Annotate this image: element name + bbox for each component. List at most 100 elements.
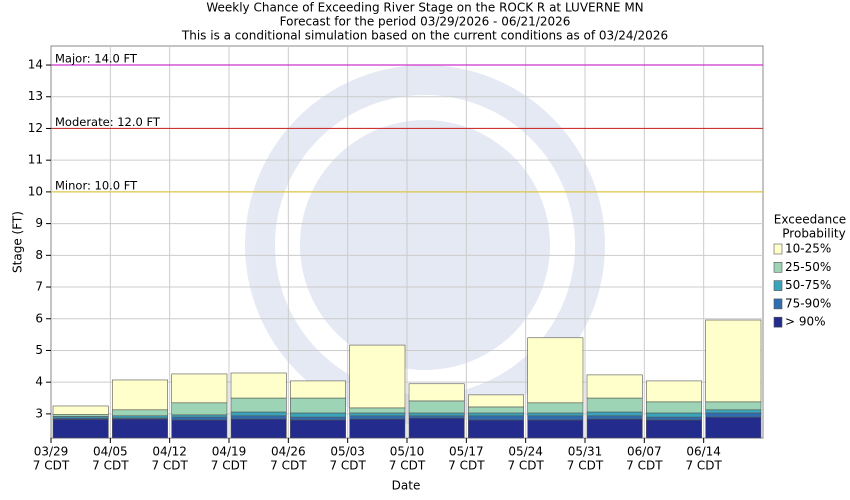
y-tick-label: 11 — [28, 153, 43, 167]
y-tick-label: 6 — [35, 311, 43, 325]
bar-segment — [230, 397, 287, 413]
y-tick-label: 9 — [35, 216, 43, 230]
legend-swatch — [773, 261, 783, 273]
bar-segment — [408, 383, 465, 402]
bar-segment — [527, 337, 584, 404]
y-tick-label: 3 — [35, 406, 43, 420]
legend-label: 10-25% — [785, 242, 831, 256]
bar-segment — [112, 379, 168, 411]
bar-segment — [290, 416, 346, 421]
x-tick-label: 7 CDT — [329, 459, 366, 473]
threshold-label: Moderate: 12.0 FT — [55, 115, 161, 129]
x-tick-label: 04/12 — [152, 445, 187, 459]
bar-segment — [646, 419, 702, 439]
bar-segment — [52, 405, 109, 415]
bar-segment — [527, 419, 584, 439]
y-tick-label: 5 — [35, 343, 43, 357]
y-axis-label: Stage (FT) — [11, 211, 25, 273]
legend-swatch — [773, 316, 783, 328]
bar-segment — [171, 416, 228, 421]
bar-segment — [586, 374, 643, 399]
bar-segment — [230, 372, 287, 399]
bar-segment — [112, 418, 168, 439]
bar-segment — [705, 319, 762, 403]
bar-segment — [646, 416, 702, 421]
chart-title: Weekly Chance of Exceeding River Stage o… — [206, 1, 643, 15]
bar-segment — [112, 415, 168, 419]
bar-segment — [646, 412, 702, 418]
x-tick-label: 7 CDT — [270, 459, 307, 473]
bar-segment — [349, 407, 406, 414]
chart-subtitle: Forecast for the period 03/29/2026 - 06/… — [280, 15, 571, 29]
x-tick-label: 04/26 — [271, 445, 306, 459]
x-tick-label: 7 CDT — [389, 459, 426, 473]
bar-segment — [408, 400, 465, 414]
bar-segment — [349, 418, 406, 439]
bar-segment — [290, 419, 346, 439]
bar-segment — [586, 411, 643, 417]
bar-segment — [646, 401, 702, 414]
bar-segment — [408, 412, 465, 417]
x-axis-label: Date — [392, 479, 421, 493]
x-tick-label: 05/17 — [449, 445, 484, 459]
bar-segment — [468, 394, 524, 408]
bar-segment — [112, 409, 168, 417]
x-tick-label: 06/14 — [686, 445, 721, 459]
bar-segment — [586, 415, 643, 420]
legend-label: > 90% — [785, 315, 826, 329]
legend-title: Exceedance — [774, 213, 846, 227]
bar-segment — [171, 419, 228, 439]
x-tick-label: 06/07 — [627, 445, 662, 459]
bar-segment — [171, 402, 228, 416]
bar-segment — [290, 380, 346, 399]
legend-title: Probability — [782, 227, 845, 241]
x-tick-label: 7 CDT — [211, 459, 248, 473]
bar-segment — [705, 416, 762, 439]
threshold-label: Major: 14.0 FT — [55, 52, 138, 66]
bar-segment — [290, 397, 346, 414]
bar-segment — [349, 344, 406, 409]
bar-segment — [349, 415, 406, 420]
bar-segment — [586, 418, 643, 439]
bar-segment — [527, 415, 584, 421]
bar-segment — [705, 412, 762, 418]
bar-segment — [705, 409, 762, 414]
legend-swatch — [773, 243, 783, 255]
x-tick-label: 7 CDT — [151, 459, 188, 473]
bar-segment — [527, 412, 584, 417]
x-tick-label: 7 CDT — [448, 459, 485, 473]
y-tick-label: 12 — [28, 121, 43, 135]
x-tick-label: 7 CDT — [567, 459, 604, 473]
x-tick-label: 7 CDT — [507, 459, 544, 473]
bar-segment — [646, 380, 702, 403]
bar-segment — [705, 401, 762, 411]
bar-segment — [468, 419, 524, 439]
bar-segment — [230, 411, 287, 417]
bar-segment — [171, 373, 228, 404]
bar-segment — [349, 412, 406, 417]
x-tick-label: 05/24 — [508, 445, 543, 459]
legend-swatch — [773, 280, 783, 291]
bar-segment — [52, 418, 109, 439]
bar-segment — [171, 414, 228, 418]
y-tick-label: 10 — [28, 184, 43, 198]
x-tick-label: 05/10 — [390, 445, 425, 459]
x-tick-label: 7 CDT — [33, 459, 70, 473]
bar-segment — [290, 412, 346, 418]
legend-label: 50-75% — [785, 278, 831, 292]
bar-segment — [586, 397, 643, 413]
bar-segment — [468, 412, 524, 417]
bar-segment — [230, 418, 287, 439]
bar-segment — [408, 417, 465, 439]
bar-segment — [468, 406, 524, 414]
x-tick-label: 03/29 — [34, 445, 69, 459]
threshold-label: Minor: 10.0 FT — [55, 178, 138, 192]
x-tick-label: 7 CDT — [626, 459, 663, 473]
chart-note: This is a conditional simulation based o… — [181, 29, 668, 43]
y-tick-label: 8 — [35, 248, 43, 262]
y-tick-label: 4 — [35, 375, 43, 389]
x-tick-label: 04/19 — [212, 445, 247, 459]
x-tick-label: 04/05 — [93, 445, 128, 459]
x-tick-label: 05/03 — [330, 445, 365, 459]
